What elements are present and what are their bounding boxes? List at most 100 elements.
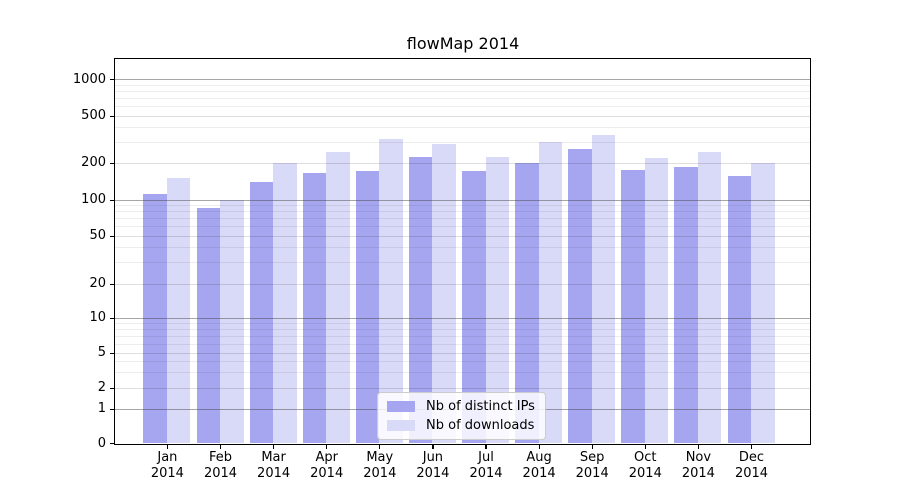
- gridline-9: [115, 323, 810, 325]
- x-tick-label-mar: Mar 2014: [257, 450, 291, 481]
- bar-downloads-jul: [485, 156, 509, 443]
- x-tick-mark: [750, 444, 753, 449]
- chart-title: flowMap 2014: [406, 34, 520, 53]
- legend-swatch-ips: [387, 401, 415, 412]
- x-tick-mark: [538, 444, 540, 449]
- gridline-40: [115, 247, 810, 249]
- x-tick-mark: [697, 444, 700, 449]
- y-tick-label-100: 100: [81, 192, 106, 207]
- bar-downloads-apr: [326, 152, 350, 443]
- x-tick-label-feb: Feb 2014: [203, 450, 238, 481]
- legend-label-downloads: Nb of downloads: [426, 418, 535, 433]
- bar-downloads-dec: [751, 162, 775, 443]
- gridline-800: [115, 90, 810, 92]
- gridline-5: [115, 352, 810, 354]
- gridline-6: [115, 343, 810, 345]
- y-tick-label-2: 2: [97, 380, 106, 396]
- x-tick-mark: [326, 444, 328, 449]
- gridline-8: [115, 329, 810, 331]
- y-tick-label-1: 1: [97, 401, 106, 417]
- bar-ips-feb: [196, 208, 220, 443]
- gridline-90: [115, 205, 810, 207]
- gridline-200: [115, 162, 810, 164]
- bar-ips-may: [355, 171, 380, 443]
- gridline-60: [115, 226, 810, 228]
- y-tick-mark: [110, 317, 114, 320]
- gridline-600: [115, 105, 810, 107]
- bar-downloads-mar: [273, 162, 297, 443]
- gridline-70: [115, 218, 810, 220]
- legend: Nb of distinct IPs Nb of downloads: [377, 392, 546, 440]
- y-tick-mark: [110, 79, 114, 81]
- y-tick-mark: [110, 199, 114, 201]
- plot-area: Nb of distinct IPs Nb of downloads: [114, 58, 811, 445]
- y-tick-label-1000: 1000: [72, 71, 106, 87]
- y-tick-mark: [110, 352, 114, 355]
- gridline-7: [115, 335, 810, 337]
- x-tick-label-jul: Jul 2014: [469, 450, 503, 481]
- gridline-2: [115, 387, 810, 389]
- gridline-700: [115, 97, 810, 99]
- x-tick-label-jun: Jun 2014: [416, 450, 450, 481]
- bar-downloads-sep: [591, 134, 616, 443]
- bar-ips-apr: [302, 172, 327, 443]
- bar-downloads-jun: [432, 143, 456, 443]
- bar-ips-sep: [568, 149, 592, 443]
- x-tick-mark: [485, 444, 487, 449]
- bar-ips-jun: [408, 156, 433, 443]
- gridline-3: [115, 372, 810, 374]
- y-tick-mark: [110, 387, 114, 390]
- x-tick-label-oct: Oct 2014: [628, 450, 662, 481]
- x-tick-label-may: May 2014: [363, 450, 397, 481]
- gridline-300: [115, 141, 810, 143]
- gridline-900: [115, 84, 810, 86]
- y-tick-label-200: 200: [81, 155, 106, 171]
- bar-ips-mar: [249, 181, 274, 443]
- x-tick-mark: [432, 444, 434, 449]
- gridline-80: [115, 211, 810, 213]
- bar-downloads-may: [379, 138, 403, 443]
- gridline-4: [115, 361, 810, 363]
- y-tick-mark: [110, 162, 114, 165]
- legend-swatch-downloads: [387, 420, 415, 431]
- x-tick-label-nov: Nov 2014: [681, 450, 715, 481]
- bar-ips-dec: [727, 176, 751, 443]
- y-tick-label-10: 10: [89, 310, 106, 326]
- y-tick-mark: [110, 408, 114, 411]
- bar-ips-jan: [143, 194, 167, 443]
- x-tick-label-sep: Sep 2014: [575, 450, 609, 481]
- y-tick-label-50: 50: [89, 228, 106, 244]
- x-tick-label-jan: Jan 2014: [150, 450, 184, 481]
- y-tick-label-0: 0: [97, 435, 106, 451]
- y-tick-mark: [110, 443, 114, 445]
- bar-ips-nov: [674, 166, 698, 443]
- gridline-1000: [115, 79, 810, 80]
- x-tick-mark: [166, 444, 169, 449]
- y-tick-label-500: 500: [81, 108, 106, 123]
- bar-downloads-feb: [220, 199, 244, 443]
- bar-downloads-aug: [538, 141, 563, 443]
- gridline-50: [115, 235, 810, 237]
- gridline-500: [115, 115, 810, 117]
- x-tick-label-dec: Dec 2014: [734, 450, 769, 481]
- gridline-10: [115, 317, 810, 319]
- x-tick-mark: [591, 444, 593, 449]
- x-tick-mark: [219, 444, 222, 449]
- gridline-100: [115, 199, 810, 201]
- x-tick-mark: [644, 444, 646, 449]
- bar-downloads-oct: [644, 157, 669, 443]
- x-tick-mark: [273, 444, 275, 449]
- legend-item-ips: Nb of distinct IPs: [387, 399, 535, 414]
- gridline-400: [115, 127, 810, 129]
- bar-ips-aug: [515, 162, 539, 443]
- gridline-30: [115, 262, 810, 264]
- x-tick-mark: [379, 444, 381, 449]
- gridline-20: [115, 283, 810, 285]
- bar-ips-jul: [462, 171, 486, 443]
- legend-item-downloads: Nb of downloads: [387, 418, 535, 433]
- legend-label-ips: Nb of distinct IPs: [426, 399, 535, 414]
- y-tick-mark: [110, 283, 114, 285]
- y-tick-label-20: 20: [89, 276, 106, 291]
- bar-downloads-jan: [166, 178, 191, 443]
